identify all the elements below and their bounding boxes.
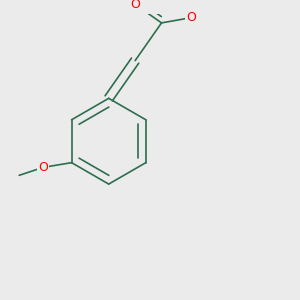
Text: O: O [130, 0, 140, 11]
Text: O: O [186, 11, 196, 24]
Text: O: O [38, 161, 48, 174]
